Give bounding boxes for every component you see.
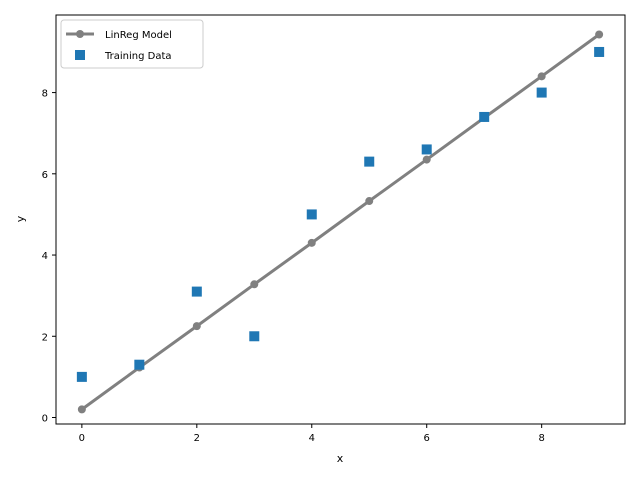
x-tick-label: 6	[424, 433, 430, 444]
x-tick-label: 2	[194, 433, 200, 444]
linreg-point	[365, 197, 374, 206]
linreg-point	[422, 155, 431, 164]
training-data-point	[421, 144, 432, 155]
y-tick-label: 4	[42, 251, 48, 262]
linreg-point	[307, 238, 316, 247]
linreg-point	[250, 280, 259, 289]
training-data-point	[364, 156, 375, 167]
training-data-point	[306, 209, 317, 220]
plot-layer	[76, 30, 605, 414]
y-tick-label: 2	[42, 332, 48, 343]
x-tick-label: 4	[309, 433, 315, 444]
linreg-point	[595, 30, 604, 39]
linreg-point	[537, 72, 546, 81]
y-tick-label: 8	[42, 89, 48, 100]
legend-line-marker	[76, 30, 84, 38]
legend-box	[60, 19, 204, 69]
training-data-point	[134, 359, 145, 370]
x-axis-label: x	[337, 452, 344, 465]
training-data-point	[536, 87, 547, 98]
linreg-point	[192, 322, 201, 331]
y-tick-label: 6	[42, 170, 48, 181]
series-line-linreg	[80, 33, 601, 411]
x-tick-label: 0	[79, 433, 85, 444]
legend-square-swatch	[75, 50, 85, 60]
plot-frame	[55, 14, 626, 425]
y-tick-label: 0	[42, 414, 48, 425]
legend: LinReg Model Training Data	[60, 19, 204, 69]
axes-layer: 0 2 4 6 8 0 2 4 6 8	[42, 89, 545, 444]
training-data-point	[191, 286, 202, 297]
y-axis-label: y	[14, 215, 27, 222]
legend-label-training: Training Data	[104, 51, 172, 62]
training-data-point	[249, 331, 260, 342]
training-data-point	[76, 371, 87, 382]
linreg-point	[77, 405, 86, 414]
x-tick-label: 8	[538, 433, 544, 444]
training-data-point	[594, 46, 605, 57]
legend-label-linreg: LinReg Model	[105, 30, 172, 41]
training-data-point	[479, 111, 490, 122]
